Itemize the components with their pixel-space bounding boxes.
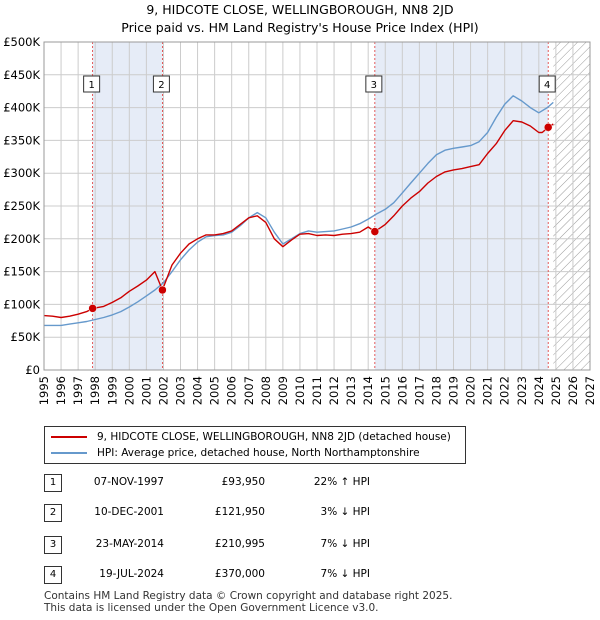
x-tick-label: 2002	[156, 376, 170, 405]
sale-date: 10-DEC-2001	[94, 506, 164, 518]
price-chart: £0 £50K £100K £150K £200K £250K £300K £350K £400…	[3, 35, 597, 405]
sale-date: 23-MAY-2014	[95, 538, 164, 550]
sale-price: £93,950	[221, 476, 265, 488]
x-tick-label: 1995	[37, 376, 51, 405]
y-tick-label: £400K	[3, 101, 40, 115]
sale-point	[88, 304, 97, 313]
sale-hpi-diff: 7% ↓ HPI	[320, 538, 370, 550]
sale-hpi-diff: 7% ↓ HPI	[320, 568, 370, 580]
x-tick-label: 2007	[242, 376, 256, 405]
sale-price: £370,000	[214, 568, 265, 580]
x-tick-label: 2023	[515, 376, 529, 405]
sale-marker-box	[365, 75, 383, 93]
x-tick-label: 2016	[395, 376, 409, 405]
plot-border	[43, 41, 591, 371]
sale-number: 3	[44, 536, 62, 554]
legend-label-hpi: HPI: Average price, detached house, Nort…	[97, 447, 420, 459]
x-tick-label: 2022	[498, 376, 512, 405]
x-tick-label: 1996	[54, 376, 68, 405]
sale-hpi-diff: 3% ↓ HPI	[320, 506, 370, 518]
sale-hpi-diff: 22% ↑ HPI	[313, 476, 370, 488]
sale-marker-box	[152, 75, 170, 93]
sale-date: 07-NOV-1997	[93, 476, 164, 488]
x-tick-label: 2026	[566, 376, 580, 405]
x-tick-label: 2015	[378, 376, 392, 405]
x-tick-label: 2020	[464, 376, 478, 405]
x-tick-label: 1999	[105, 376, 119, 405]
footer-licence: This data is licensed under the Open Gov…	[44, 602, 379, 614]
sale-price: £210,995	[214, 538, 265, 550]
x-tick-label: 2011	[310, 376, 324, 405]
sale-number: 2	[44, 504, 62, 522]
sale-number: 4	[44, 566, 62, 584]
footer: Contains HM Land Registry data © Crown c…	[44, 590, 452, 614]
sale-marker-label: 3	[371, 80, 377, 91]
sale-marker-label: 2	[158, 80, 164, 91]
x-tick-label: 2000	[122, 376, 136, 405]
x-tick-label: 2003	[174, 376, 188, 405]
sale-point	[158, 285, 167, 295]
y-tick-label: £350K	[3, 133, 40, 147]
sale-row: 3 23-MAY-2014 £210,995 7% ↓ HPI	[0, 536, 600, 556]
sale-row: 4 19-JUL-2024 £370,000 7% ↓ HPI	[0, 566, 600, 586]
x-tick-label: 2001	[139, 376, 153, 405]
x-tick-label: 2014	[361, 376, 375, 405]
x-tick-label: 2006	[225, 376, 239, 405]
x-tick-label: 2021	[481, 376, 495, 405]
x-tick-label: 2008	[259, 376, 273, 405]
y-tick-label: £200K	[3, 232, 40, 246]
x-tick-label: 2005	[208, 376, 222, 405]
x-tick-label: 2013	[344, 376, 358, 405]
sale-number: 1	[44, 474, 62, 492]
x-tick-label: 2018	[429, 376, 443, 405]
sale-marker-box	[83, 75, 101, 93]
legend-item-hpi: HPI: Average price, detached house, Nort…	[51, 445, 420, 461]
sale-date: 19-JUL-2024	[99, 568, 164, 580]
sale-point	[370, 227, 380, 236]
sale-row: 2 10-DEC-2001 £121,950 3% ↓ HPI	[0, 504, 600, 524]
sale-marker-label: 4	[544, 80, 550, 91]
x-tick-label: 1998	[88, 376, 102, 405]
sale-point	[543, 123, 553, 132]
sale-price: £121,950	[214, 506, 265, 518]
x-tick-label: 2004	[191, 376, 205, 405]
x-tick-label: 2019	[447, 376, 461, 405]
sale-marker-label: 1	[88, 80, 94, 91]
y-tick-label: £50K	[11, 330, 41, 344]
y-tick-label: £250K	[3, 199, 40, 213]
x-tick-label: 2010	[293, 376, 307, 405]
y-tick-label: £300K	[3, 166, 40, 180]
legend-item-property: 9, HIDCOTE CLOSE, WELLINGBOROUGH, NN8 2J…	[51, 429, 451, 445]
x-tick-label: 2024	[532, 376, 546, 405]
property-price-line	[43, 119, 554, 319]
x-tick-label: 2027	[583, 376, 597, 405]
legend-label-property: 9, HIDCOTE CLOSE, WELLINGBOROUGH, NN8 2J…	[97, 431, 451, 443]
y-tick-label: £100K	[3, 297, 40, 311]
x-tick-label: 2025	[549, 376, 563, 405]
y-tick-label: £500K	[3, 35, 40, 49]
y-tick-label: £150K	[3, 265, 40, 279]
x-tick-label: 2017	[412, 376, 426, 405]
chart-title: 9, HIDCOTE CLOSE, WELLINGBOROUGH, NN8 2J…	[146, 2, 454, 17]
x-tick-label: 2009	[276, 376, 290, 405]
sale-row: 1 07-NOV-1997 £93,950 22% ↑ HPI	[0, 474, 600, 494]
legend-swatch-hpi	[51, 452, 87, 454]
x-tick-label: 2012	[327, 376, 341, 405]
sale-marker-box	[538, 75, 556, 93]
footer-copyright: Contains HM Land Registry data © Crown c…	[44, 590, 453, 602]
legend: 9, HIDCOTE CLOSE, WELLINGBOROUGH, NN8 2J…	[44, 426, 466, 464]
y-tick-label: £450K	[3, 68, 40, 82]
chart-subtitle: Price paid vs. HM Land Registry's House …	[121, 20, 479, 35]
y-tick-label: £0	[25, 363, 40, 377]
legend-swatch-property	[51, 436, 87, 438]
x-tick-label: 1997	[71, 376, 85, 405]
